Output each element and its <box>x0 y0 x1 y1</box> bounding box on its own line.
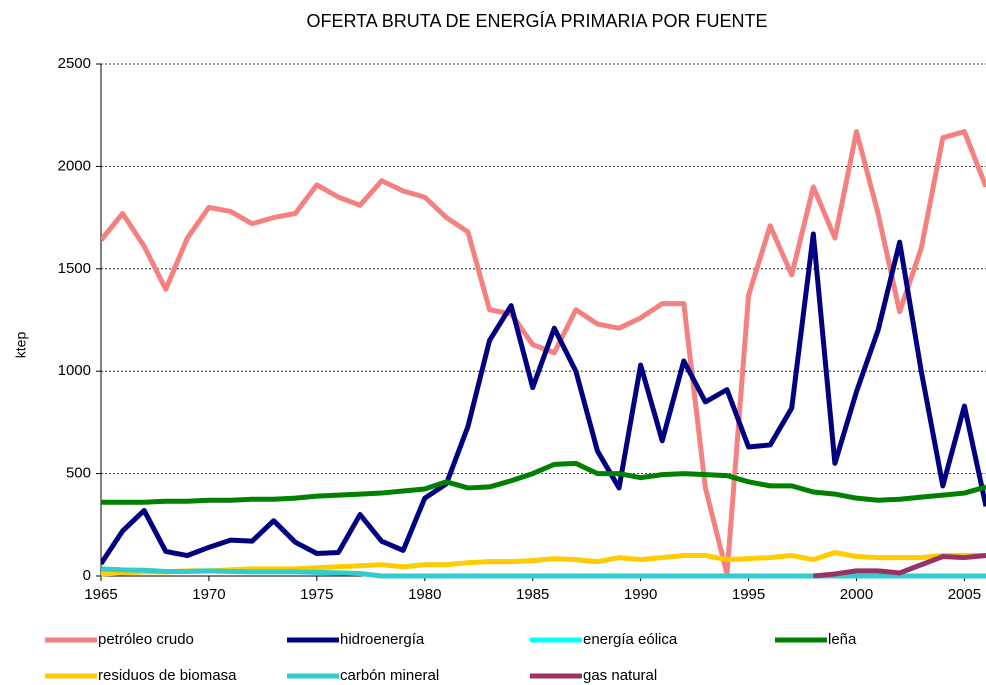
y-tick-label: 1000 <box>58 362 91 379</box>
series-line <box>101 129 986 577</box>
x-tick-label: 1975 <box>300 586 333 603</box>
y-tick-label: 500 <box>66 465 91 482</box>
legend-label: hidroenergía <box>340 631 425 648</box>
legend-label: carbón mineral <box>340 667 439 684</box>
legend-label: petróleo crudo <box>98 631 194 648</box>
y-tick-label: 2500 <box>58 55 91 72</box>
chart-title: OFERTA BRUTA DE ENERGÍA PRIMARIA POR FUE… <box>306 11 767 31</box>
legend-label: energía eólica <box>583 631 678 648</box>
series-line <box>101 460 986 505</box>
y-axis-label: ktep <box>13 332 29 359</box>
x-tick-label: 1980 <box>408 586 441 603</box>
legend-label: residuos de biomasa <box>98 667 237 684</box>
series-line <box>101 549 986 577</box>
y-tick-label: 0 <box>83 567 91 584</box>
x-tick-label: 2005 <box>948 586 981 603</box>
series-line <box>813 553 986 579</box>
series-line <box>101 231 986 566</box>
y-tick-label: 1500 <box>58 260 91 277</box>
x-tick-label: 1985 <box>516 586 549 603</box>
x-tick-label: 2000 <box>840 586 873 603</box>
x-tick-label: 1965 <box>84 586 117 603</box>
series-line <box>101 566 986 579</box>
y-tick-label: 2000 <box>58 157 91 174</box>
x-tick-label: 1995 <box>732 586 765 603</box>
legend-label: leña <box>828 631 857 648</box>
x-tick-label: 1970 <box>192 586 225 603</box>
legend-label: gas natural <box>583 667 657 684</box>
x-tick-label: 1990 <box>624 586 657 603</box>
